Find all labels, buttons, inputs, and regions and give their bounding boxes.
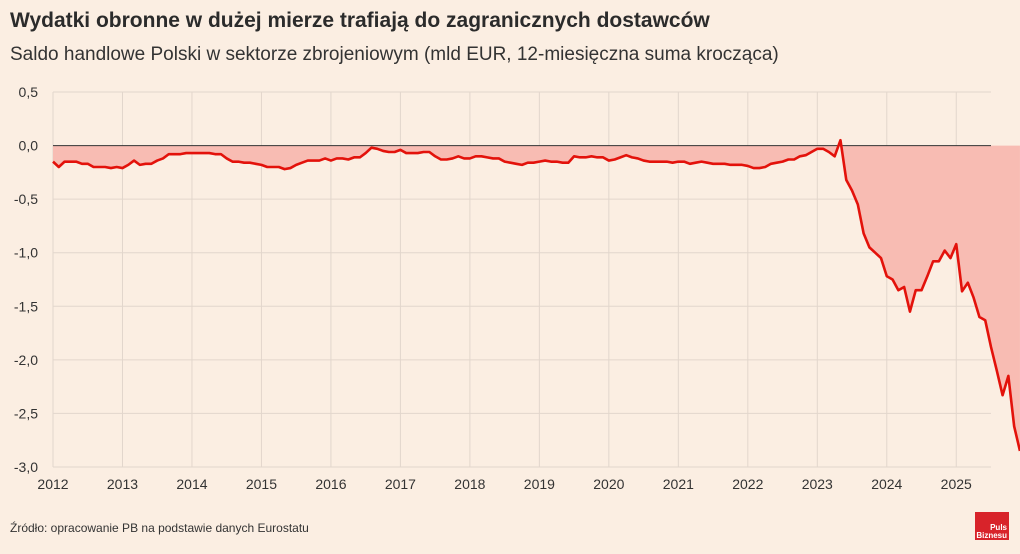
y-tick-label: -3,0: [14, 459, 38, 475]
x-tick-label: 2020: [593, 476, 624, 492]
chart-title: Wydatki obronne w dużej mierze trafiają …: [10, 9, 710, 32]
y-tick-label: 0,0: [19, 138, 39, 154]
x-tick-label: 2017: [385, 476, 416, 492]
x-tick-label: 2014: [176, 476, 207, 492]
x-tick-label: 2021: [663, 476, 694, 492]
x-tick-label: 2018: [454, 476, 485, 492]
x-tick-label: 2013: [107, 476, 138, 492]
x-tick-label: 2015: [246, 476, 277, 492]
brand-logo: Puls Biznesu: [975, 512, 1009, 540]
x-tick-label: 2024: [871, 476, 902, 492]
logo-line2: Biznesu: [976, 531, 1007, 540]
logo-line1: Puls: [990, 523, 1007, 532]
x-tick-label: 2012: [37, 476, 68, 492]
area-fill-shape: [53, 140, 1020, 451]
y-tick-label: 0,5: [19, 84, 39, 100]
x-axis-ticks: 2012 2013 2014 2015 2016 2017 2018 2019 2020 2021…: [37, 476, 972, 492]
y-tick-label: -0,5: [14, 191, 38, 207]
series-polyline: [52, 138, 1020, 452]
x-tick-label: 2025: [941, 476, 972, 492]
area-fill: [53, 140, 1020, 451]
x-tick-label: 2023: [802, 476, 833, 492]
y-tick-label: -1,5: [14, 298, 38, 314]
y-tick-label: -2,0: [14, 352, 38, 368]
series-line: [52, 138, 1020, 452]
x-tick-label: 2019: [524, 476, 555, 492]
chart-subtitle: Saldo handlowe Polski w sektorze zbrojen…: [10, 44, 779, 65]
y-tick-label: -1,0: [14, 245, 38, 261]
x-tick-label: 2016: [315, 476, 346, 492]
y-tick-label: -2,5: [14, 405, 38, 421]
source-note: Źródło: opracowanie PB na podstawie dany…: [10, 521, 309, 535]
x-tick-label: 2022: [732, 476, 763, 492]
y-axis-ticks: 0,5 0,0 -0,5 -1,0 -1,5 -2,0 -2,5 -3,0: [14, 84, 38, 475]
